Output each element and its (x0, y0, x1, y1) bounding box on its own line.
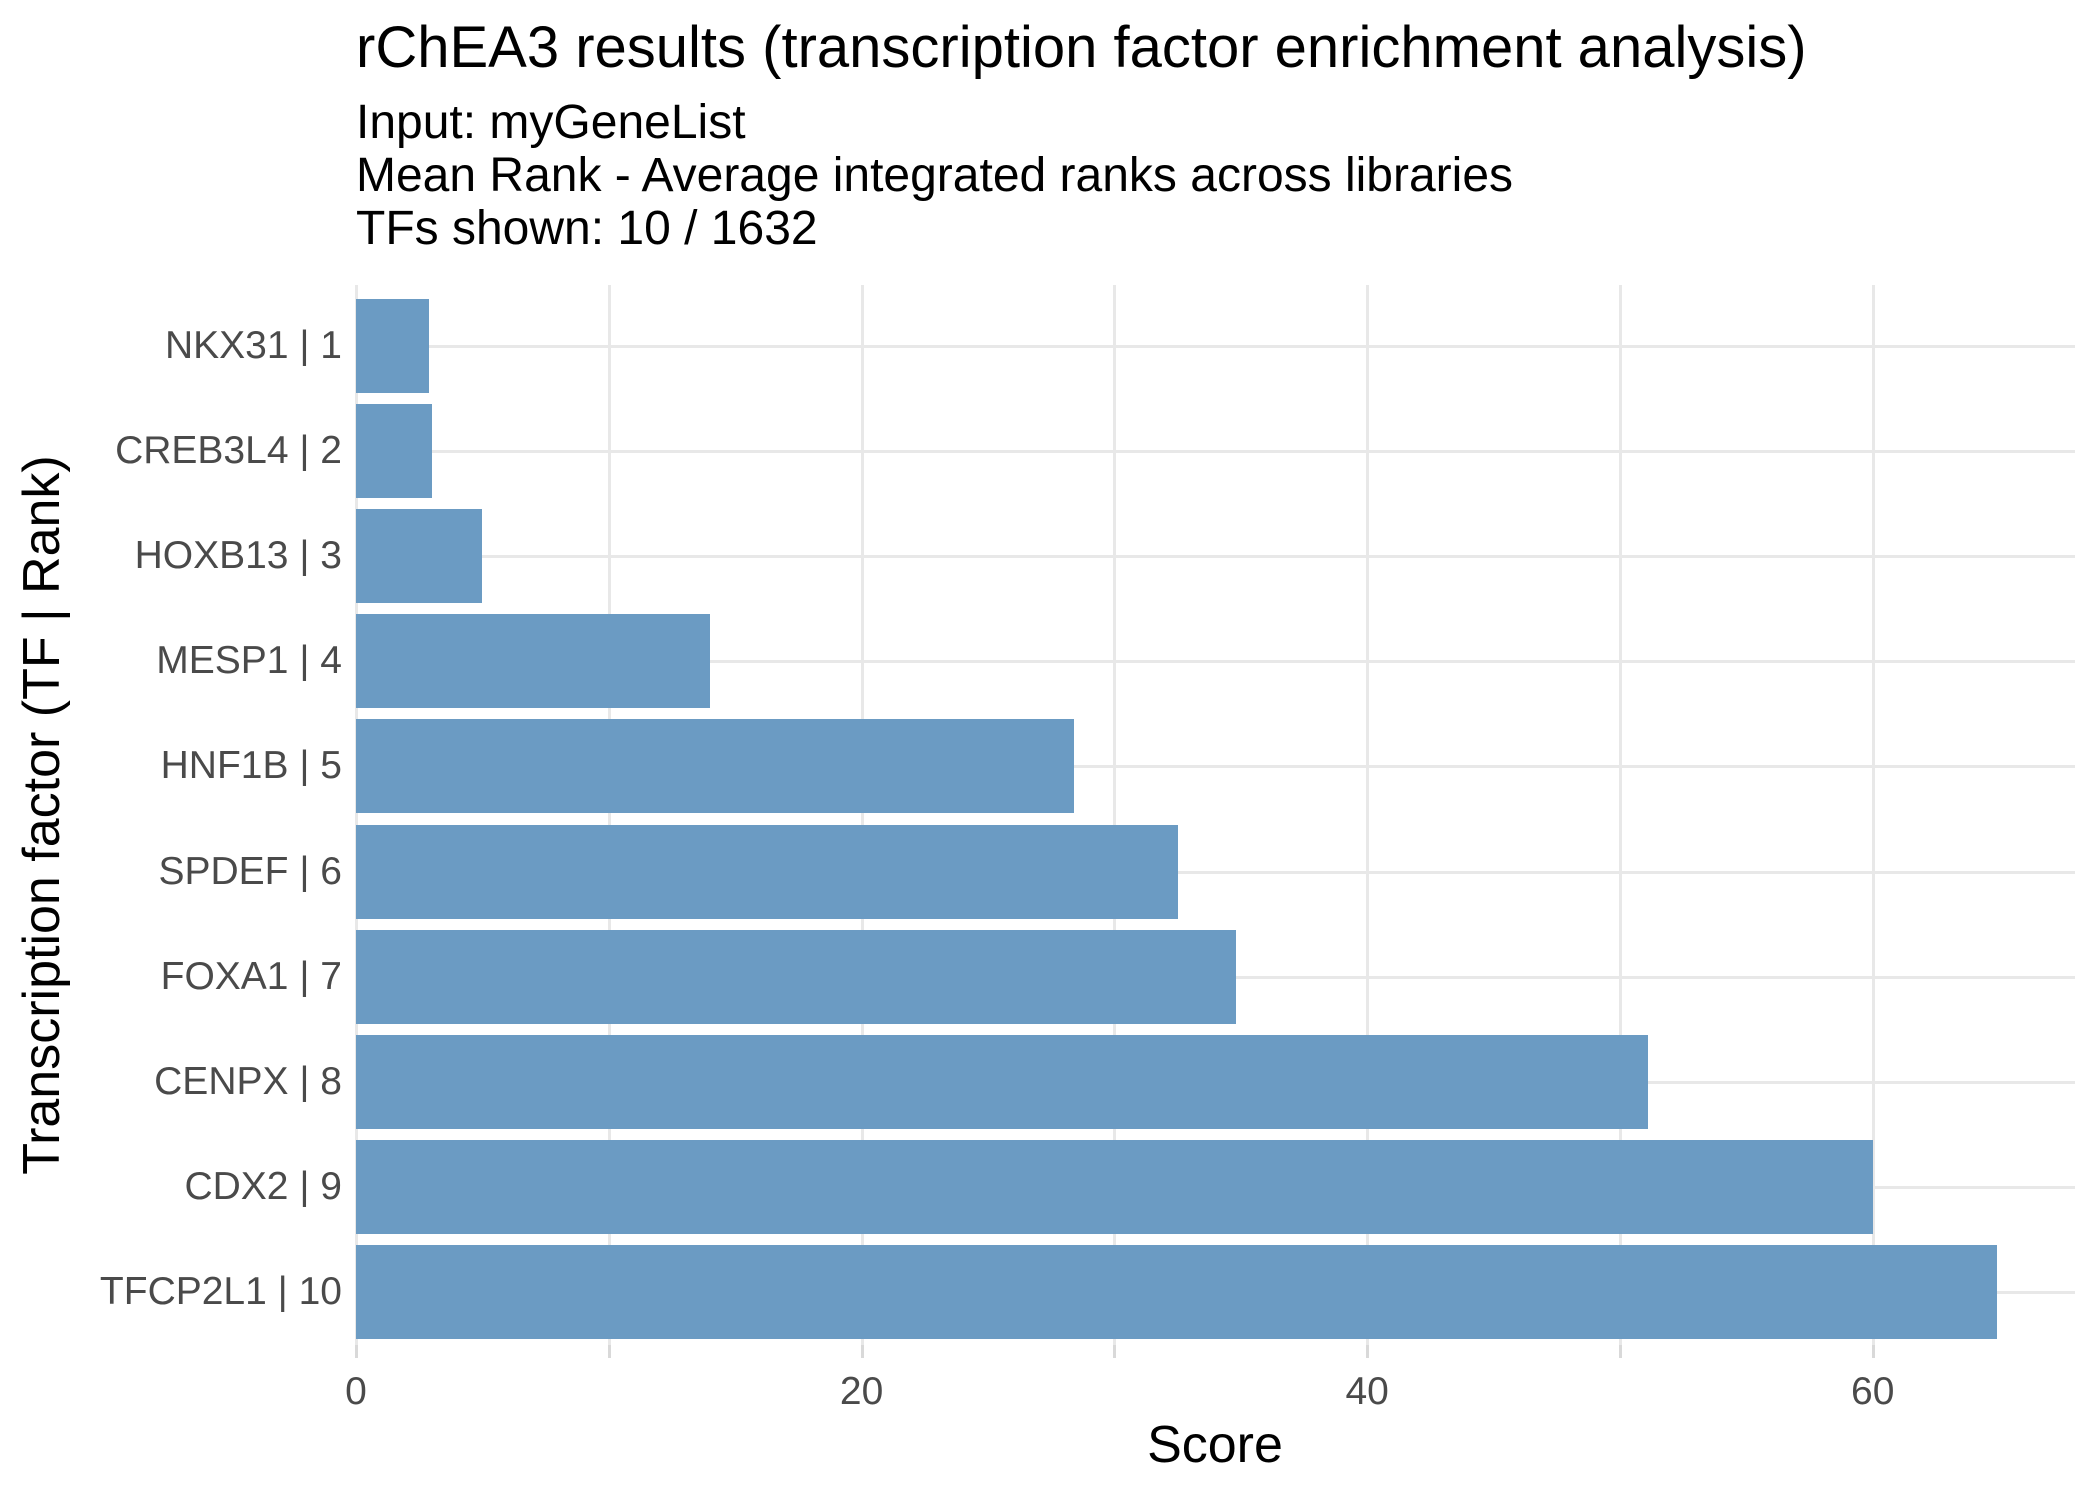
bar (356, 403, 432, 498)
gridline-vertical (1871, 285, 1875, 1345)
y-tick-label: TFCP2L1 | 10 (99, 1270, 342, 1314)
y-tick-label: CENPX | 8 (154, 1060, 342, 1103)
bar (356, 719, 1074, 814)
bar (356, 614, 710, 709)
chart-subtitle: Input: myGeneList Mean Rank - Average in… (356, 96, 1514, 255)
y-tick-label: SPDEF | 6 (158, 849, 342, 893)
bar (356, 824, 1178, 919)
gridline-vertical (860, 285, 864, 1345)
y-tick-label: HNF1B | 5 (160, 744, 342, 788)
y-tick-label: CDX2 | 9 (184, 1165, 342, 1209)
y-tick-label: HOXB13 | 3 (134, 534, 342, 577)
x-axis-tick-mark (1113, 1345, 1117, 1358)
y-tick-label: CREB3L4 | 2 (115, 428, 342, 472)
x-tick-label: 40 (1345, 1370, 1389, 1413)
gridline-horizontal (356, 344, 2075, 348)
x-axis-tick-mark (860, 1345, 864, 1358)
gridline-horizontal (356, 765, 2075, 769)
y-tick-label: MESP1 | 4 (156, 639, 342, 683)
gridline-horizontal (356, 660, 2075, 664)
plot-panel (355, 285, 2075, 1345)
x-axis-title: Score (1147, 1416, 1283, 1474)
bar (356, 298, 430, 393)
chart-title: rChEA3 results (transcription factor enr… (356, 15, 1807, 80)
x-axis-tick-mark (1366, 1345, 1370, 1358)
x-axis-tick-mark (607, 1345, 611, 1358)
x-axis-tick-mark (1618, 1345, 1622, 1358)
bar (356, 1140, 1873, 1235)
x-tick-label: 60 (1851, 1370, 1895, 1413)
bar (356, 509, 483, 603)
x-tick-label: 0 (345, 1370, 367, 1413)
gridline-horizontal (356, 555, 2075, 558)
bar (356, 1035, 1648, 1129)
y-axis-title: Transcription factor (TF | Rank) (13, 455, 71, 1175)
x-axis-tick-mark (1871, 1345, 1875, 1358)
bar (356, 929, 1236, 1024)
x-axis-tick-mark (355, 1345, 358, 1358)
y-tick-label: FOXA1 | 7 (160, 954, 342, 998)
gridline-vertical (1366, 285, 1370, 1345)
bar (356, 1245, 1997, 1340)
gridline-vertical (1113, 285, 1117, 1345)
gridline-horizontal (356, 449, 2075, 453)
x-tick-label: 20 (839, 1370, 884, 1413)
gridline-vertical (607, 285, 611, 1345)
gridline-vertical (355, 285, 358, 1345)
y-tick-label: NKX31 | 1 (164, 323, 342, 367)
gridline-vertical (1618, 285, 1622, 1345)
gridline-horizontal (356, 870, 2075, 874)
